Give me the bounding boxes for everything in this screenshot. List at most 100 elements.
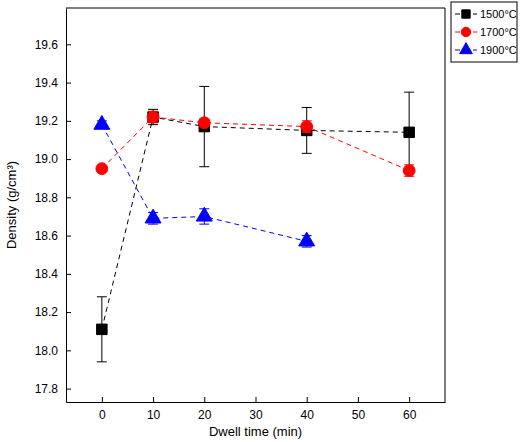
error-cap [97, 361, 107, 362]
y-tick-mark [66, 389, 71, 390]
x-tick-mark [256, 397, 257, 402]
x-tick: 40 [301, 397, 315, 422]
x-tick-mark [153, 397, 154, 402]
error-bars [97, 121, 312, 247]
legend-marker [462, 10, 470, 18]
y-tick: 18.4 [35, 267, 71, 281]
y-tick-label: 18.2 [35, 305, 59, 319]
y-tick-mark [66, 350, 71, 351]
error-bar [302, 107, 312, 153]
error-cap [148, 224, 158, 225]
x-tick-label: 50 [352, 408, 366, 422]
x-tick: 30 [249, 397, 263, 422]
marker [97, 324, 107, 334]
error-bar [302, 121, 312, 132]
x-tick-label: 10 [147, 408, 161, 422]
y-tick-mark [66, 274, 71, 275]
marker [196, 207, 212, 221]
error-cap [97, 296, 107, 297]
error-cap [199, 166, 209, 167]
series-line [102, 117, 409, 329]
error-bar [199, 86, 209, 166]
markers [94, 115, 315, 245]
error-bar [97, 297, 107, 362]
marker [301, 121, 313, 133]
marks [94, 86, 415, 361]
y-tick-label: 18.4 [35, 267, 59, 281]
y-tick-mark [66, 312, 71, 313]
frame-right [445, 8, 446, 402]
error-bars [97, 111, 414, 176]
marker [299, 232, 315, 246]
error-bar [148, 109, 158, 124]
x-axis-line [67, 402, 446, 403]
series-line [102, 125, 307, 242]
chart: 010203040506017.818.018.218.418.618.819.… [0, 0, 520, 442]
markers [97, 112, 415, 335]
y-tick-mark [66, 159, 71, 160]
legend-label: 1900°C [480, 44, 517, 56]
plot: 010203040506017.818.018.218.418.618.819.… [35, 8, 446, 422]
y-tick-mark [66, 197, 71, 198]
error-cap [148, 109, 158, 110]
x-tick: 60 [403, 397, 417, 422]
y-tick-label: 18.6 [35, 229, 59, 243]
x-tick: 0 [99, 397, 106, 422]
y-tick-label: 18.0 [35, 344, 59, 358]
x-tick-label: 40 [301, 408, 315, 422]
y-tick: 17.8 [35, 382, 71, 396]
y-tick: 19.0 [35, 152, 71, 166]
legend: 1500°C 1700°C 1900°C [451, 2, 517, 62]
x-tick-mark [358, 397, 359, 402]
series-line [102, 117, 409, 171]
y-tick: 19.2 [35, 114, 71, 128]
frame-top [66, 8, 445, 9]
legend-entry: 1500°C [455, 8, 517, 20]
legend-entry: 1900°C [455, 43, 517, 56]
x-tick: 10 [147, 397, 161, 422]
x-tick: 50 [352, 397, 366, 422]
markers [96, 111, 415, 176]
y-tick: 18.0 [35, 344, 71, 358]
y-tick-label: 19.6 [35, 38, 59, 52]
x-axis: 0 10 20 30 40 50 60 [67, 397, 446, 422]
x-tick-label: 20 [198, 408, 212, 422]
y-tick-label: 19.0 [35, 152, 59, 166]
x-tick-label: 30 [249, 408, 263, 422]
error-bar [404, 92, 414, 172]
marker [198, 117, 210, 129]
error-cap [199, 224, 209, 225]
marker [145, 209, 161, 223]
x-tick-mark [307, 397, 308, 402]
y-axis: 17.818.018.218.418.618.819.019.219.419.6 [35, 9, 71, 403]
x-tick-mark [102, 397, 103, 402]
y-tick-label: 19.2 [35, 114, 59, 128]
error-bars [97, 86, 414, 361]
y-tick: 19.4 [35, 76, 71, 90]
y-tick-mark [66, 44, 71, 45]
error-cap [199, 86, 209, 87]
y-tick: 19.6 [35, 38, 71, 52]
x-tick-label: 60 [403, 408, 417, 422]
y-tick-label: 17.8 [35, 382, 59, 396]
x-axis-title: Dwell time (min) [209, 424, 302, 439]
y-tick-mark [66, 236, 71, 237]
error-bar [404, 165, 414, 176]
marker [404, 127, 414, 137]
legend-entry: 1700°C [455, 26, 517, 38]
error-cap [148, 124, 158, 125]
legend-marker [460, 43, 473, 54]
error-cap [302, 107, 312, 108]
error-bar [148, 111, 158, 122]
y-tick: 18.6 [35, 229, 71, 243]
legend-box [451, 2, 517, 62]
x-tick-mark [409, 397, 410, 402]
legend-marker [461, 27, 470, 36]
y-tick-mark [66, 121, 71, 122]
y-axis-line [66, 9, 67, 403]
error-cap [302, 247, 312, 248]
x-tick-mark [204, 397, 205, 402]
legend-label: 1700°C [480, 26, 517, 38]
error-cap [404, 92, 414, 93]
legend-label: 1500°C [480, 8, 517, 20]
